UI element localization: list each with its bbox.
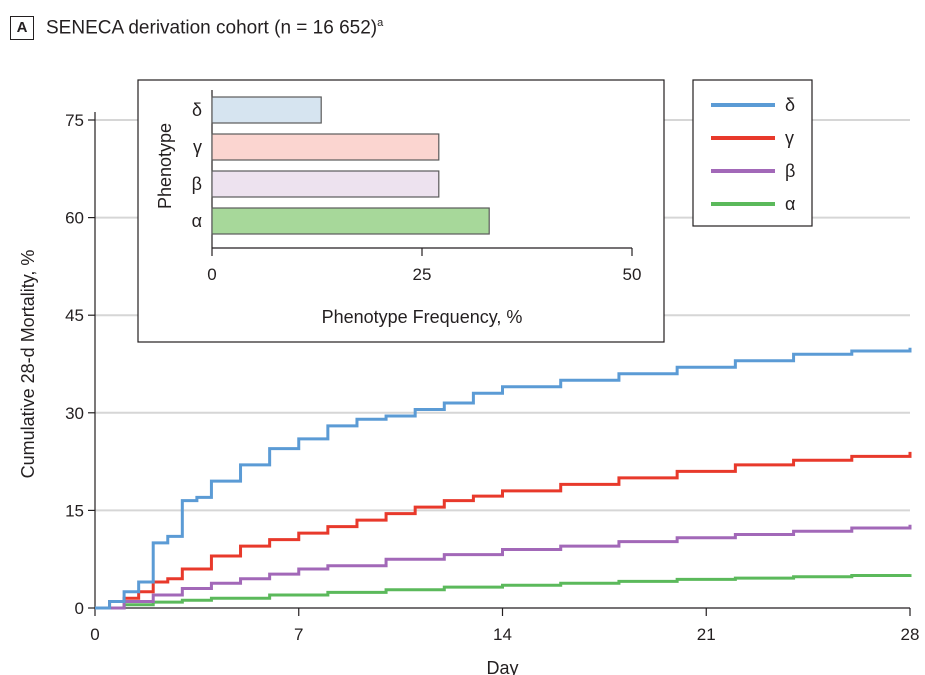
legend-label-γ: γ [785,128,794,148]
tick-label-y-45: 45 [65,306,84,325]
inset-category-label-δ: δ [192,100,202,120]
panel-title-superscript: a [377,16,384,29]
legend-label-α: α [785,194,795,214]
inset-bar-α [211,207,490,235]
inset-tick-label-x-25: 25 [413,265,432,284]
panel-header: A SENECA derivation cohort (n = 16 652)a [10,14,383,42]
inset-tick-label-x-50: 50 [623,265,642,284]
panel-letter: A [10,16,34,40]
tick-label-x-7: 7 [294,625,303,644]
tick-label-y-15: 15 [65,501,84,520]
x-axis-label: Day [486,658,518,675]
panel-title: SENECA derivation cohort (n = 16 652)a [46,17,383,39]
tick-label-x-14: 14 [493,625,512,644]
tick-label-x-28: 28 [901,625,920,644]
tick-label-y-75: 75 [65,111,84,130]
inset-y-axis-label: Phenotype [155,123,175,209]
tick-label-y-0: 0 [75,599,84,618]
inset-category-label-γ: γ [193,137,202,157]
series-line-α [95,573,912,610]
inset-bar-β [211,170,440,198]
inset-x-axis-label: Phenotype Frequency, % [322,307,523,327]
series-line-δ [95,347,912,610]
tick-label-y-60: 60 [65,209,84,228]
inset-bar-δ [211,96,322,124]
inset-bar-γ [211,133,440,161]
tick-label-x-0: 0 [90,625,99,644]
panel-title-text: SENECA derivation cohort (n = 16 652) [46,17,378,39]
tick-label-y-30: 30 [65,404,84,423]
series-line-β [95,524,912,610]
y-axis-label: Cumulative 28-d Mortality, % [18,250,38,479]
tick-label-x-21: 21 [697,625,716,644]
legend-label-δ: δ [785,95,795,115]
legend-label-β: β [785,161,795,181]
inset-tick-label-x-0: 0 [207,265,216,284]
inset-category-label-α: α [192,211,202,231]
inset-category-label-β: β [192,174,202,194]
